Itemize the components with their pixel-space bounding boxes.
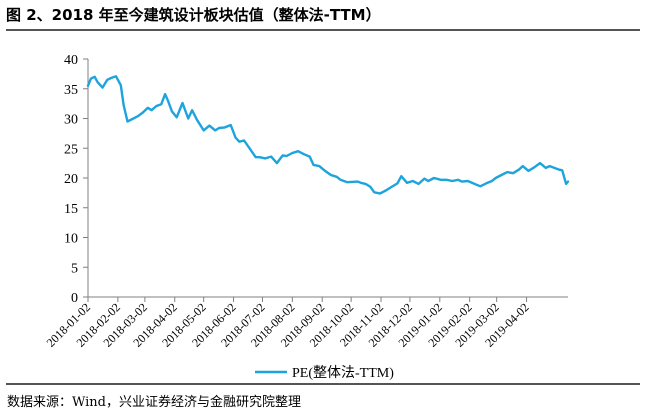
pe-line-chart: 0 5 10 15 20 25 30 35 40 2018-01-022018-02-02201… — [44, 53, 570, 381]
series-layer — [86, 75, 570, 195]
x-axis: 2018-01-022018-02-022018-03-022018-04-02… — [44, 296, 568, 350]
source-note: 数据来源：Wind，兴业证券经济与金融研究院整理 — [7, 395, 301, 410]
y-tick-label: 25 — [64, 142, 78, 157]
title-divider — [6, 29, 640, 31]
y-tick-label: 15 — [64, 202, 78, 217]
y-tick-label: 20 — [64, 172, 78, 187]
y-axis: 0 5 10 15 20 25 30 35 40 — [64, 53, 89, 306]
y-tick-label: 40 — [64, 53, 78, 68]
y-tick-label: 5 — [71, 261, 78, 276]
legend: PE(整体法-TTM) — [255, 365, 394, 381]
legend-label: PE(整体法-TTM) — [292, 365, 394, 381]
y-tick-label: 10 — [64, 232, 78, 247]
series-line-pe — [86, 75, 570, 195]
y-tick-label: 30 — [64, 113, 78, 128]
y-tick-label: 0 — [71, 291, 78, 306]
footer-divider — [6, 383, 640, 385]
y-tick-label: 35 — [64, 83, 78, 98]
figure-title: 图 2、2018 年至今建筑设计板块估值（整体法-TTM） — [6, 6, 381, 24]
